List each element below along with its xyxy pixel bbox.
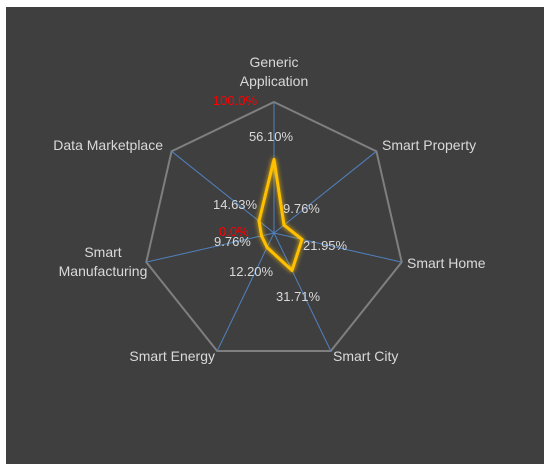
data-point xyxy=(290,268,294,272)
value-label: 31.71% xyxy=(276,289,321,304)
category-label: Smart City xyxy=(333,348,398,364)
data-point xyxy=(265,245,269,249)
value-label: 56.10% xyxy=(249,129,294,144)
data-point xyxy=(257,219,261,223)
category-label: Data Marketplace xyxy=(53,137,163,153)
data-point xyxy=(272,158,276,162)
grid-outer-ring xyxy=(145,100,403,353)
data-point xyxy=(300,237,304,241)
axis-spoke xyxy=(216,232,275,352)
axis-spoke xyxy=(273,232,332,352)
value-label: 9.76% xyxy=(283,201,320,216)
series-line xyxy=(257,158,304,272)
axis-min-label: 0.0% xyxy=(219,224,249,239)
category-label: Generic Application xyxy=(240,54,309,89)
value-label: 12.20% xyxy=(229,264,274,279)
category-label: Smart Property xyxy=(382,137,476,153)
data-point xyxy=(260,234,264,238)
value-label: 21.95% xyxy=(303,238,348,253)
axis-spoke xyxy=(171,150,275,234)
series-layer xyxy=(257,158,304,272)
value-label: 14.63% xyxy=(213,197,258,212)
axis-max-label: 100.0% xyxy=(213,93,258,108)
label-layer: Generic Application Smart Property Smart Ho… xyxy=(53,54,486,364)
category-label: Smart Home xyxy=(407,255,486,271)
data-point xyxy=(282,223,286,227)
axis-spoke xyxy=(146,232,275,263)
category-label: Smart Energy xyxy=(129,348,215,364)
axis-spoke xyxy=(273,150,377,234)
category-label: Smart Manufacturing xyxy=(59,244,148,279)
value-label: 9.76% xyxy=(214,234,251,249)
axis-spoke xyxy=(273,232,402,263)
